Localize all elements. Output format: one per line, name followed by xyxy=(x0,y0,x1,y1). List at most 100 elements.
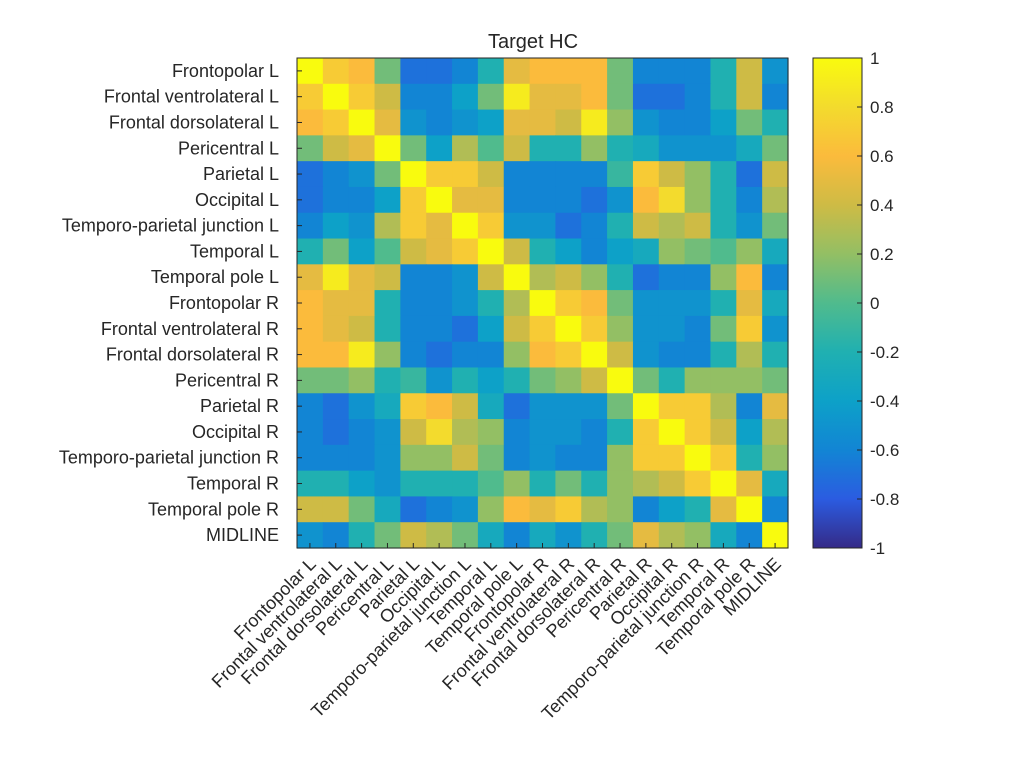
heatmap-cell-r14-c7 xyxy=(477,419,505,446)
heatmap-cell-r16-c11 xyxy=(581,470,608,498)
heatmap-cell-r12-c17 xyxy=(736,367,763,394)
heatmap-cell-r2-c4 xyxy=(400,109,427,136)
heatmap-cell-r1-c7 xyxy=(477,83,505,111)
heatmap-cell-r13-c9 xyxy=(529,393,557,420)
heatmap-cell-r13-c12 xyxy=(607,393,634,420)
colorbar-tick-label: 1 xyxy=(870,49,879,68)
heatmap-cell-r3-c14 xyxy=(658,135,686,162)
heatmap-cell-r10-c14 xyxy=(658,315,686,343)
heatmap-cell-r16-c6 xyxy=(452,470,479,498)
heatmap-cell-r6-c15 xyxy=(684,212,712,240)
heatmap-cell-r6-c3 xyxy=(374,212,401,240)
colorbar-tick-label: -1 xyxy=(870,539,885,558)
heatmap-cell-r6-c1 xyxy=(322,212,350,240)
heatmap-cell-r5-c10 xyxy=(555,186,582,214)
heatmap-cell-r8-c5 xyxy=(426,264,453,291)
heatmap-cell-r17-c1 xyxy=(322,496,350,523)
heatmap-cell-r16-c3 xyxy=(374,470,401,498)
heatmap-cell-r6-c6 xyxy=(452,212,479,240)
heatmap-cell-r5-c13 xyxy=(632,186,660,214)
heatmap-cell-r4-c14 xyxy=(658,161,686,188)
heatmap-cell-r0-c18 xyxy=(762,58,789,85)
heatmap-cell-r15-c4 xyxy=(400,444,427,472)
heatmap-cell-r10-c6 xyxy=(452,315,479,343)
heatmap-cell-r5-c9 xyxy=(529,186,557,214)
heatmap-cell-r3-c15 xyxy=(684,135,712,162)
heatmap-cell-r17-c14 xyxy=(658,496,686,523)
heatmap-cell-r8-c1 xyxy=(322,264,350,291)
heatmap-cell-r2-c10 xyxy=(555,109,582,136)
heatmap-cell-r3-c9 xyxy=(529,135,557,162)
heatmap-cell-r10-c1 xyxy=(322,315,350,343)
heatmap-cell-r1-c13 xyxy=(632,83,660,111)
heatmap-cell-r9-c17 xyxy=(736,290,763,317)
heatmap-cell-r16-c12 xyxy=(607,470,634,498)
heatmap-cell-r1-c12 xyxy=(607,83,634,111)
heatmap-cell-r1-c17 xyxy=(736,83,763,111)
heatmap-cell-r14-c15 xyxy=(684,419,712,446)
heatmap-cell-r2-c5 xyxy=(426,109,453,136)
heatmap-cell-r16-c15 xyxy=(684,470,712,498)
heatmap-cell-r6-c10 xyxy=(555,212,582,240)
heatmap-cell-r5-c8 xyxy=(503,186,531,214)
heatmap-cell-r8-c11 xyxy=(581,264,608,291)
heatmap-cell-r5-c5 xyxy=(426,186,453,214)
heatmap-cell-r7-c3 xyxy=(374,238,401,265)
heatmap-cell-r16-c17 xyxy=(736,470,763,498)
heatmap-cell-r3-c4 xyxy=(400,135,427,162)
heatmap-cell-r6-c14 xyxy=(658,212,686,240)
heatmap-cell-r15-c16 xyxy=(710,444,737,472)
colorbar xyxy=(812,57,863,549)
heatmap-cell-r17-c16 xyxy=(710,496,737,523)
row-label: Temporo-parietal junction R xyxy=(59,448,279,468)
row-label: Occipital L xyxy=(195,190,279,210)
colorbar-tick-label: 0 xyxy=(870,294,879,313)
heatmap-cell-r6-c5 xyxy=(426,212,453,240)
colorbar-tick-label: 0.2 xyxy=(870,245,894,264)
heatmap-cell-r12-c1 xyxy=(322,367,350,394)
heatmap-cell-r0-c2 xyxy=(348,58,376,85)
heatmap-cell-r4-c7 xyxy=(477,161,505,188)
heatmap-cell-r0-c8 xyxy=(503,58,531,85)
heatmap-cell-r4-c15 xyxy=(684,161,712,188)
heatmap-cell-r17-c11 xyxy=(581,496,608,523)
heatmap-cell-r2-c18 xyxy=(762,109,789,136)
row-label: MIDLINE xyxy=(206,525,279,545)
heatmap-cell-r16-c16 xyxy=(710,470,737,498)
heatmap-cell-r0-c9 xyxy=(529,58,557,85)
heatmap-cell-r10-c7 xyxy=(477,315,505,343)
heatmap-cell-r15-c1 xyxy=(322,444,350,472)
heatmap-cell-r16-c10 xyxy=(555,470,582,498)
heatmap-cell-r5-c12 xyxy=(607,186,634,214)
heatmap-cell-r17-c4 xyxy=(400,496,427,523)
heatmap-cell-r5-c11 xyxy=(581,186,608,214)
row-label: Pericentral L xyxy=(178,138,279,158)
colorbar-tick-label: 0.8 xyxy=(870,98,894,117)
heatmap-cell-r6-c12 xyxy=(607,212,634,240)
heatmap-cell-r9-c11 xyxy=(581,290,608,317)
colorbar-ticks: 1 0.8 0.6 0.4 0.2 0 -0.2 -0.4 -0.6 -0.8 -1 xyxy=(857,49,899,558)
heatmap-cell-r4-c5 xyxy=(426,161,453,188)
heatmap-cell-r5-c16 xyxy=(710,186,737,214)
heatmap-cell-r0-c5 xyxy=(426,58,453,85)
heatmap-cell-r12-c8 xyxy=(503,367,531,394)
heatmap-cell-r15-c13 xyxy=(632,444,660,472)
heatmap-cell-r3-c13 xyxy=(632,135,660,162)
heatmap-cell-r5-c2 xyxy=(348,186,376,214)
heatmap-cell-r14-c1 xyxy=(322,419,350,446)
heatmap-cell-r9-c15 xyxy=(684,290,712,317)
heatmap-cell-r4-c18 xyxy=(762,161,789,188)
heatmap-cell-r3-c1 xyxy=(322,135,350,162)
heatmap-cell-r3-c18 xyxy=(762,135,789,162)
heatmap-cell-r17-c2 xyxy=(348,496,376,523)
heatmap-cell-r3-c11 xyxy=(581,135,608,162)
heatmap-cell-r8-c10 xyxy=(555,264,582,291)
heatmap-cell-r9-c6 xyxy=(452,290,479,317)
heatmap-cell-r5-c17 xyxy=(736,186,763,214)
heatmap-cell-r12-c13 xyxy=(632,367,660,394)
heatmap-cell-r7-c14 xyxy=(658,238,686,265)
heatmap-cell-r16-c2 xyxy=(348,470,376,498)
heatmap-cell-r17-c12 xyxy=(607,496,634,523)
row-label: Occipital R xyxy=(192,422,279,442)
heatmap-cell-r11-c12 xyxy=(607,341,634,369)
